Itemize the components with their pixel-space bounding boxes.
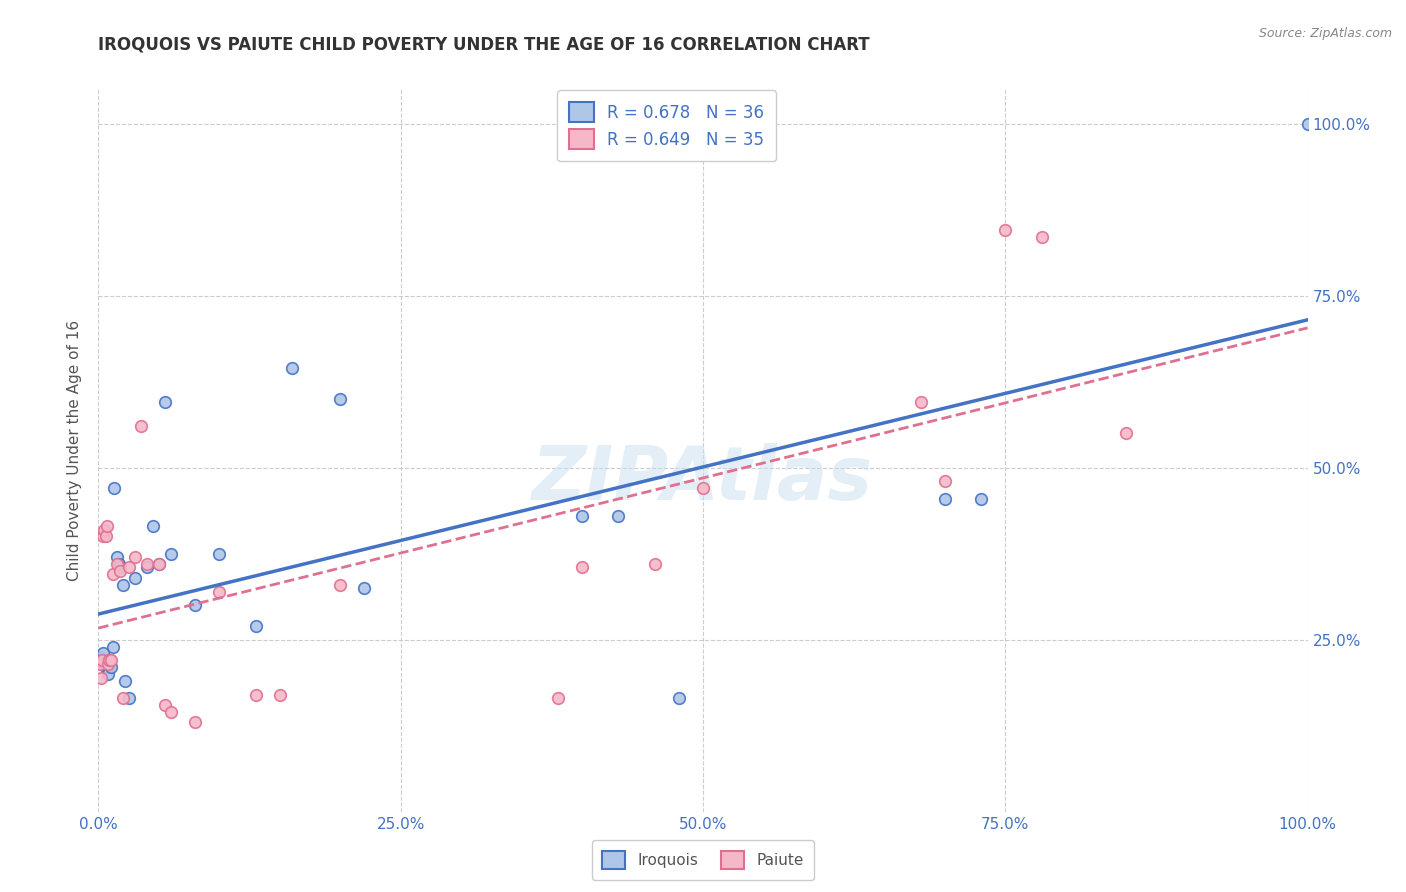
Point	[90, 671, 112, 685]
Point	[668, 691, 690, 706]
Point	[91, 653, 114, 667]
Point	[1031, 230, 1053, 244]
Text: Source: ZipAtlas.com: Source: ZipAtlas.com	[1258, 27, 1392, 40]
Point	[547, 691, 569, 706]
Point	[90, 653, 112, 667]
Text: IROQUOIS VS PAIUTE CHILD POVERTY UNDER THE AGE OF 16 CORRELATION CHART: IROQUOIS VS PAIUTE CHILD POVERTY UNDER T…	[98, 36, 870, 54]
Point	[94, 529, 117, 543]
Point	[103, 481, 125, 495]
Point	[98, 653, 121, 667]
Point	[281, 360, 304, 375]
Point	[135, 557, 157, 571]
Point	[160, 547, 183, 561]
Point	[245, 619, 267, 633]
Point	[89, 649, 111, 664]
Point	[994, 223, 1017, 237]
Point	[607, 508, 630, 523]
Point	[96, 660, 118, 674]
Point	[105, 557, 128, 571]
Point	[571, 508, 593, 523]
Text: ZIPAtlas: ZIPAtlas	[533, 442, 873, 516]
Point	[118, 691, 141, 706]
Point	[97, 667, 120, 681]
Point	[100, 660, 122, 674]
Point	[153, 395, 176, 409]
Point	[329, 577, 352, 591]
Point	[91, 657, 114, 671]
Point	[142, 519, 165, 533]
Point	[97, 657, 120, 671]
Point	[135, 560, 157, 574]
Point	[245, 688, 267, 702]
Point	[111, 577, 134, 591]
Point	[269, 688, 291, 702]
Point	[91, 529, 114, 543]
Point	[108, 564, 131, 578]
Point	[101, 640, 124, 654]
Point	[129, 419, 152, 434]
Point	[970, 491, 993, 506]
Point	[91, 647, 114, 661]
Point	[98, 653, 121, 667]
Point	[89, 657, 111, 671]
Point	[208, 547, 231, 561]
Point	[114, 673, 136, 688]
Point	[94, 660, 117, 674]
Point	[1115, 426, 1137, 441]
Point	[124, 550, 146, 565]
Point	[934, 475, 956, 489]
Point	[160, 705, 183, 719]
Point	[96, 519, 118, 533]
Y-axis label: Child Poverty Under the Age of 16: Child Poverty Under the Age of 16	[67, 320, 83, 581]
Point	[108, 557, 131, 571]
Point	[108, 560, 131, 574]
Point	[105, 550, 128, 565]
Point	[124, 571, 146, 585]
Point	[118, 560, 141, 574]
Point	[148, 557, 170, 571]
Point	[692, 481, 714, 495]
Point	[184, 599, 207, 613]
Legend: R = 0.678   N = 36, R = 0.649   N = 35: R = 0.678 N = 36, R = 0.649 N = 35	[557, 90, 776, 161]
Point	[111, 691, 134, 706]
Point	[100, 653, 122, 667]
Point	[934, 491, 956, 506]
Point	[1296, 117, 1319, 131]
Point	[148, 557, 170, 571]
Point	[184, 715, 207, 730]
Point	[353, 581, 375, 595]
Point	[93, 523, 115, 537]
Point	[910, 395, 932, 409]
Point	[644, 557, 666, 571]
Point	[93, 657, 115, 671]
Point	[571, 560, 593, 574]
Point	[329, 392, 352, 406]
Point	[101, 567, 124, 582]
Point	[153, 698, 176, 712]
Point	[208, 584, 231, 599]
Legend: Iroquois, Paiute: Iroquois, Paiute	[592, 840, 814, 880]
